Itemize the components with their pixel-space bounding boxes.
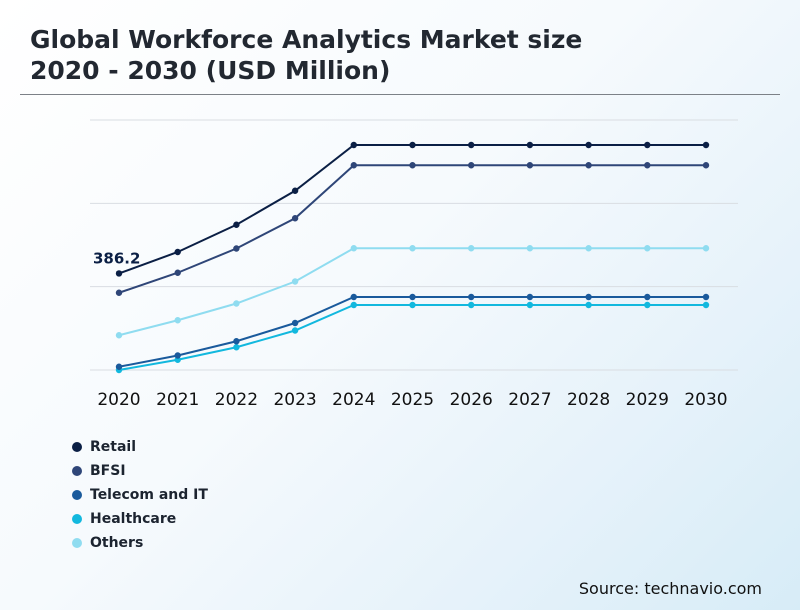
legend-marker-icon — [72, 466, 82, 476]
data-point[interactable] — [115, 363, 123, 370]
x-tick-label: 2021 — [156, 390, 199, 410]
data-point[interactable] — [526, 301, 534, 309]
legend-marker-icon — [72, 514, 82, 524]
data-point[interactable] — [291, 187, 299, 194]
data-point[interactable] — [233, 245, 240, 252]
x-tick-label: 2028 — [567, 390, 610, 410]
data-point[interactable] — [115, 270, 123, 277]
x-tick-label: 2022 — [215, 390, 258, 410]
data-point[interactable] — [702, 141, 710, 149]
data-point[interactable] — [526, 162, 534, 169]
data-point[interactable] — [409, 162, 416, 169]
data-point[interactable] — [644, 141, 651, 149]
x-tick-label: 2029 — [626, 390, 669, 410]
legend-label: Others — [90, 535, 144, 551]
x-tick-label: 2023 — [273, 390, 316, 410]
legend-item[interactable]: Healthcare — [72, 507, 208, 531]
data-point[interactable] — [585, 245, 592, 252]
title-line-1: Global Workforce Analytics Market size — [30, 25, 583, 54]
legend-marker-icon — [72, 490, 82, 500]
legend-item[interactable]: BFSI — [72, 459, 208, 483]
data-point[interactable] — [526, 293, 534, 301]
data-point[interactable] — [115, 332, 123, 339]
title-divider — [20, 94, 780, 95]
data-point[interactable] — [585, 301, 592, 309]
data-point[interactable] — [291, 319, 299, 327]
legend-label: Telecom and IT — [90, 487, 208, 503]
data-point[interactable] — [174, 352, 181, 359]
data-point[interactable] — [702, 293, 710, 301]
data-point[interactable] — [233, 221, 240, 228]
data-point[interactable] — [702, 245, 710, 252]
data-point[interactable] — [585, 162, 592, 169]
chart-legend: Retail BFSI Telecom and IT Healthcare Others — [72, 435, 208, 555]
x-tick-label: 2020 — [97, 390, 140, 410]
legend-item[interactable]: Others — [72, 531, 208, 555]
data-point[interactable] — [526, 141, 534, 149]
data-point[interactable] — [174, 248, 181, 256]
data-point[interactable] — [526, 245, 534, 252]
data-point[interactable] — [468, 141, 475, 149]
source-credit: Source: technavio.com — [578, 579, 762, 598]
x-tick-label: 2024 — [332, 390, 375, 410]
data-point[interactable] — [468, 301, 475, 309]
data-point[interactable] — [115, 289, 123, 296]
data-point[interactable] — [468, 293, 475, 301]
data-point[interactable] — [644, 293, 651, 301]
data-point[interactable] — [233, 344, 240, 351]
data-point[interactable] — [585, 141, 592, 149]
data-point[interactable] — [350, 162, 357, 169]
x-tick-label: 2026 — [450, 390, 493, 410]
legend-label: Retail — [90, 439, 137, 455]
series-line-healthcare — [118, 304, 706, 371]
data-point[interactable] — [702, 162, 710, 169]
data-point[interactable] — [174, 269, 181, 276]
data-point[interactable] — [644, 245, 651, 252]
data-point[interactable] — [409, 301, 416, 309]
legend-marker-icon — [72, 442, 82, 452]
x-tick-label: 2025 — [391, 390, 434, 410]
data-label: 386.2 — [93, 249, 140, 267]
x-tick-label: 2027 — [508, 390, 551, 410]
data-point[interactable] — [585, 293, 592, 301]
x-tick-label: 2030 — [684, 390, 727, 410]
title-line-2: 2020 - 2030 (USD Million) — [30, 56, 391, 85]
legend-item[interactable]: Telecom and IT — [72, 483, 208, 507]
series-line-bfsi — [118, 164, 706, 294]
data-point[interactable] — [350, 293, 357, 301]
chart-title: Global Workforce Analytics Market size 2… — [30, 24, 582, 86]
legend-label: Healthcare — [90, 511, 177, 527]
legend-marker-icon — [72, 538, 82, 548]
data-point[interactable] — [409, 141, 416, 149]
data-point[interactable] — [350, 301, 357, 309]
data-point[interactable] — [409, 245, 416, 252]
data-point[interactable] — [291, 327, 299, 334]
data-point[interactable] — [350, 141, 357, 149]
data-point[interactable] — [174, 317, 181, 324]
data-point[interactable] — [233, 338, 240, 345]
data-point[interactable] — [468, 162, 475, 169]
legend-label: BFSI — [90, 463, 126, 479]
data-point[interactable] — [644, 162, 651, 169]
data-point[interactable] — [468, 245, 475, 252]
data-point[interactable] — [702, 301, 710, 309]
data-point[interactable] — [291, 215, 299, 222]
data-point[interactable] — [409, 293, 416, 301]
data-point[interactable] — [644, 301, 651, 309]
data-point[interactable] — [233, 300, 240, 307]
legend-item[interactable]: Retail — [72, 435, 208, 459]
data-point[interactable] — [291, 278, 299, 285]
data-point[interactable] — [350, 245, 357, 252]
